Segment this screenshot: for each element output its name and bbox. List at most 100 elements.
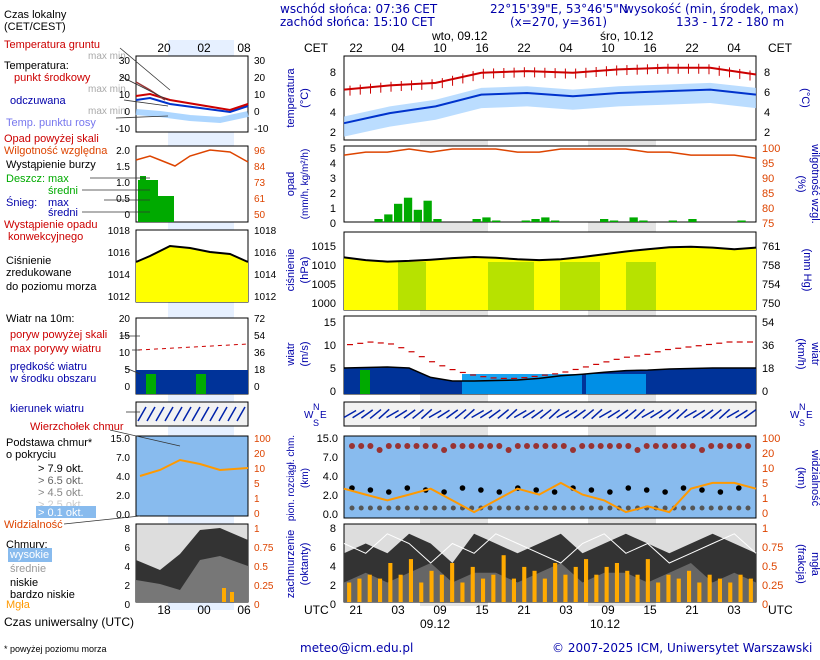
bottom-date-2: 10.12 <box>590 617 620 631</box>
cloud-top-dot <box>662 443 669 449</box>
wind-arrow <box>556 409 570 419</box>
rain-bars <box>374 197 746 222</box>
wind-green-block <box>360 370 370 394</box>
fog-bars <box>347 555 753 602</box>
fog-bar <box>522 566 527 602</box>
legend-ground-temp: Temperatura gruntu <box>4 39 100 51</box>
small-pres-tick: 1018 <box>108 226 131 237</box>
cloud-frame <box>343 435 757 519</box>
temperature-panel <box>343 55 757 141</box>
wind-direction-panel <box>343 401 757 427</box>
hum-tick: 80 <box>762 203 774 215</box>
perceived-band <box>344 82 756 137</box>
cloud-top-dot <box>551 443 558 449</box>
cloud-low-dot <box>745 505 751 511</box>
rain-bar <box>668 220 677 222</box>
wind-tick-r: 54 <box>762 317 774 329</box>
top-hour-tick: 10 <box>601 41 615 55</box>
precip-frame <box>343 145 757 223</box>
pressure-tick: 1000 <box>312 298 336 310</box>
small-pres-tick-r: 1014 <box>254 270 277 281</box>
cloud-top-dot <box>634 447 641 453</box>
cloud-top-dot <box>726 443 733 449</box>
small-temp-tick: 0 <box>124 107 130 118</box>
small-vis-tick: 20 <box>254 449 266 460</box>
cloud-unit-label: (km) <box>300 468 311 488</box>
cover-tick: 6 <box>330 542 336 554</box>
footer-email[interactable]: meteo@icm.edu.pl <box>300 641 414 655</box>
cloud-low-dot <box>708 505 714 511</box>
wind-axis-label-r: wiatr <box>809 341 820 366</box>
cloud-low-dot <box>414 505 419 511</box>
wind-unit-label: (m/s) <box>299 341 311 366</box>
temp-axis-label: temperatura <box>285 67 297 127</box>
small-wind-arrow <box>173 406 183 422</box>
wind-arrow <box>479 409 493 419</box>
small-bottom-tick: 00 <box>197 603 211 617</box>
legend-okt65: > 6.5 okt. <box>38 475 84 487</box>
pressure-green-blocks <box>398 262 656 310</box>
wind-tick-r: 18 <box>762 363 774 375</box>
wind-arrows <box>343 408 757 420</box>
small-wind-arrow <box>137 406 147 422</box>
fog-bar <box>460 582 465 602</box>
legend-okt45: > 4.5 okt. <box>38 487 84 499</box>
wind-arrow <box>684 409 697 419</box>
precip-tick: 0 <box>330 218 336 230</box>
wind-arrow <box>701 409 714 419</box>
pressure-tick-r: 750 <box>762 298 780 310</box>
cloud-top-dot <box>413 443 420 449</box>
fog-bar <box>347 582 352 602</box>
small-wind-arrow <box>191 406 201 422</box>
cloud-top-dot <box>560 443 567 449</box>
cloud-tick: 15.0 <box>317 433 338 445</box>
wind-arrow <box>394 409 408 419</box>
cloud-low-dot <box>404 505 410 511</box>
legend-pressure-3: do poziomu morza <box>6 281 97 293</box>
cloud-base-dot <box>496 489 503 495</box>
cloud-top-dot <box>496 443 503 449</box>
cover-panel <box>343 523 757 603</box>
fog-tick: 0.5 <box>762 561 777 573</box>
cover-tick: 0 <box>330 599 336 611</box>
small-vis-tick: 1 <box>254 494 260 505</box>
rain-bar <box>423 200 432 222</box>
hum-tick: 85 <box>762 188 774 200</box>
wind-arrow <box>591 408 603 420</box>
cloud-base-dot <box>662 489 668 495</box>
small-hum-tick: 73 <box>254 178 266 189</box>
fog-bar <box>419 582 424 602</box>
wind-arrow <box>531 409 544 419</box>
wind-tick-r: 0 <box>762 386 768 398</box>
compass-w: W <box>304 410 314 421</box>
precip-tick: 1 <box>330 203 336 215</box>
rain-bar <box>541 217 550 222</box>
legend-utc: Czas uniwersalny (UTC) <box>4 615 134 629</box>
wind-arrow <box>718 408 731 420</box>
wind-tick: 10 <box>324 340 336 352</box>
cloud-top-dot <box>524 443 530 449</box>
gust-ticks <box>347 341 753 379</box>
small-temp-tick-r: 30 <box>254 56 266 67</box>
small-top-tick: 08 <box>237 41 251 55</box>
rain-bar <box>374 219 383 222</box>
fog-bar <box>398 574 403 602</box>
cloud-base-dot <box>736 485 742 491</box>
cloud-top-dot <box>643 443 650 449</box>
wind-arrow <box>360 409 374 419</box>
fog-unit-label: (frakcja) <box>795 544 807 584</box>
cloud-top-dot <box>349 443 355 449</box>
compass-e: E <box>320 410 327 421</box>
legend-humidity: Wilgotność względna <box>4 145 108 157</box>
bottom-hour-tick: 03 <box>559 603 573 617</box>
rain-bar <box>403 197 413 222</box>
small-pres-tick-r: 1012 <box>254 292 277 303</box>
fog-bar <box>584 559 589 602</box>
small-hum-tick: 50 <box>254 210 266 221</box>
cover-tick: 4 <box>330 561 336 573</box>
small-wind-arrow <box>218 406 228 422</box>
cloud-low-dot <box>395 505 401 511</box>
altitude-values: 133 - 172 - 180 m <box>676 15 785 29</box>
legend-max-min-2: max min <box>88 84 126 95</box>
